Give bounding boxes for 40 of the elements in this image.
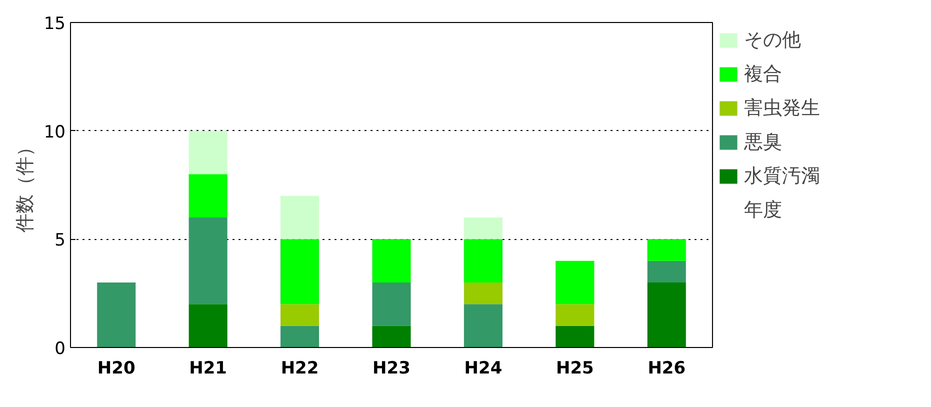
bar (372, 282, 411, 326)
bar (464, 282, 502, 304)
bar (97, 282, 136, 348)
y-tick-label: 15 (44, 14, 66, 34)
bar (464, 239, 502, 282)
y-tick-label: 5 (54, 230, 66, 251)
bar (556, 304, 594, 326)
x-tick-label: H20 (97, 358, 136, 378)
bar (188, 130, 228, 174)
bar (188, 174, 228, 218)
legend-label: 複合 (744, 62, 782, 87)
legend-label: 水質汚濁 (744, 164, 820, 189)
bar (188, 304, 228, 348)
bar (372, 326, 411, 348)
legend-label: 害虫発生 (744, 96, 820, 121)
bar (280, 239, 320, 304)
bar (556, 326, 594, 348)
bar (280, 196, 320, 240)
x-axis-title: 年度 (744, 198, 782, 223)
x-tick-label: H26 (648, 358, 686, 378)
bar (464, 304, 502, 348)
y-axis-title: 件数（件） (14, 138, 36, 232)
bar (556, 260, 594, 304)
x-tick-label: H25 (556, 358, 594, 378)
x-tick-label: H24 (464, 358, 502, 378)
y-tick-label: 10 (44, 122, 66, 142)
x-tick-label: H21 (189, 358, 228, 378)
x-tick-label: H22 (280, 358, 319, 378)
legend-label: 悪臭 (744, 130, 782, 155)
bar (280, 326, 320, 348)
bar (188, 218, 228, 304)
x-tick-label: H23 (372, 358, 410, 378)
bar (647, 260, 686, 282)
bar (647, 282, 686, 348)
bar (464, 218, 502, 240)
y-tick-label: 0 (54, 339, 66, 359)
legend-label: その他 (744, 28, 801, 53)
bar (647, 239, 686, 261)
bar (372, 239, 411, 282)
bar (280, 304, 320, 326)
